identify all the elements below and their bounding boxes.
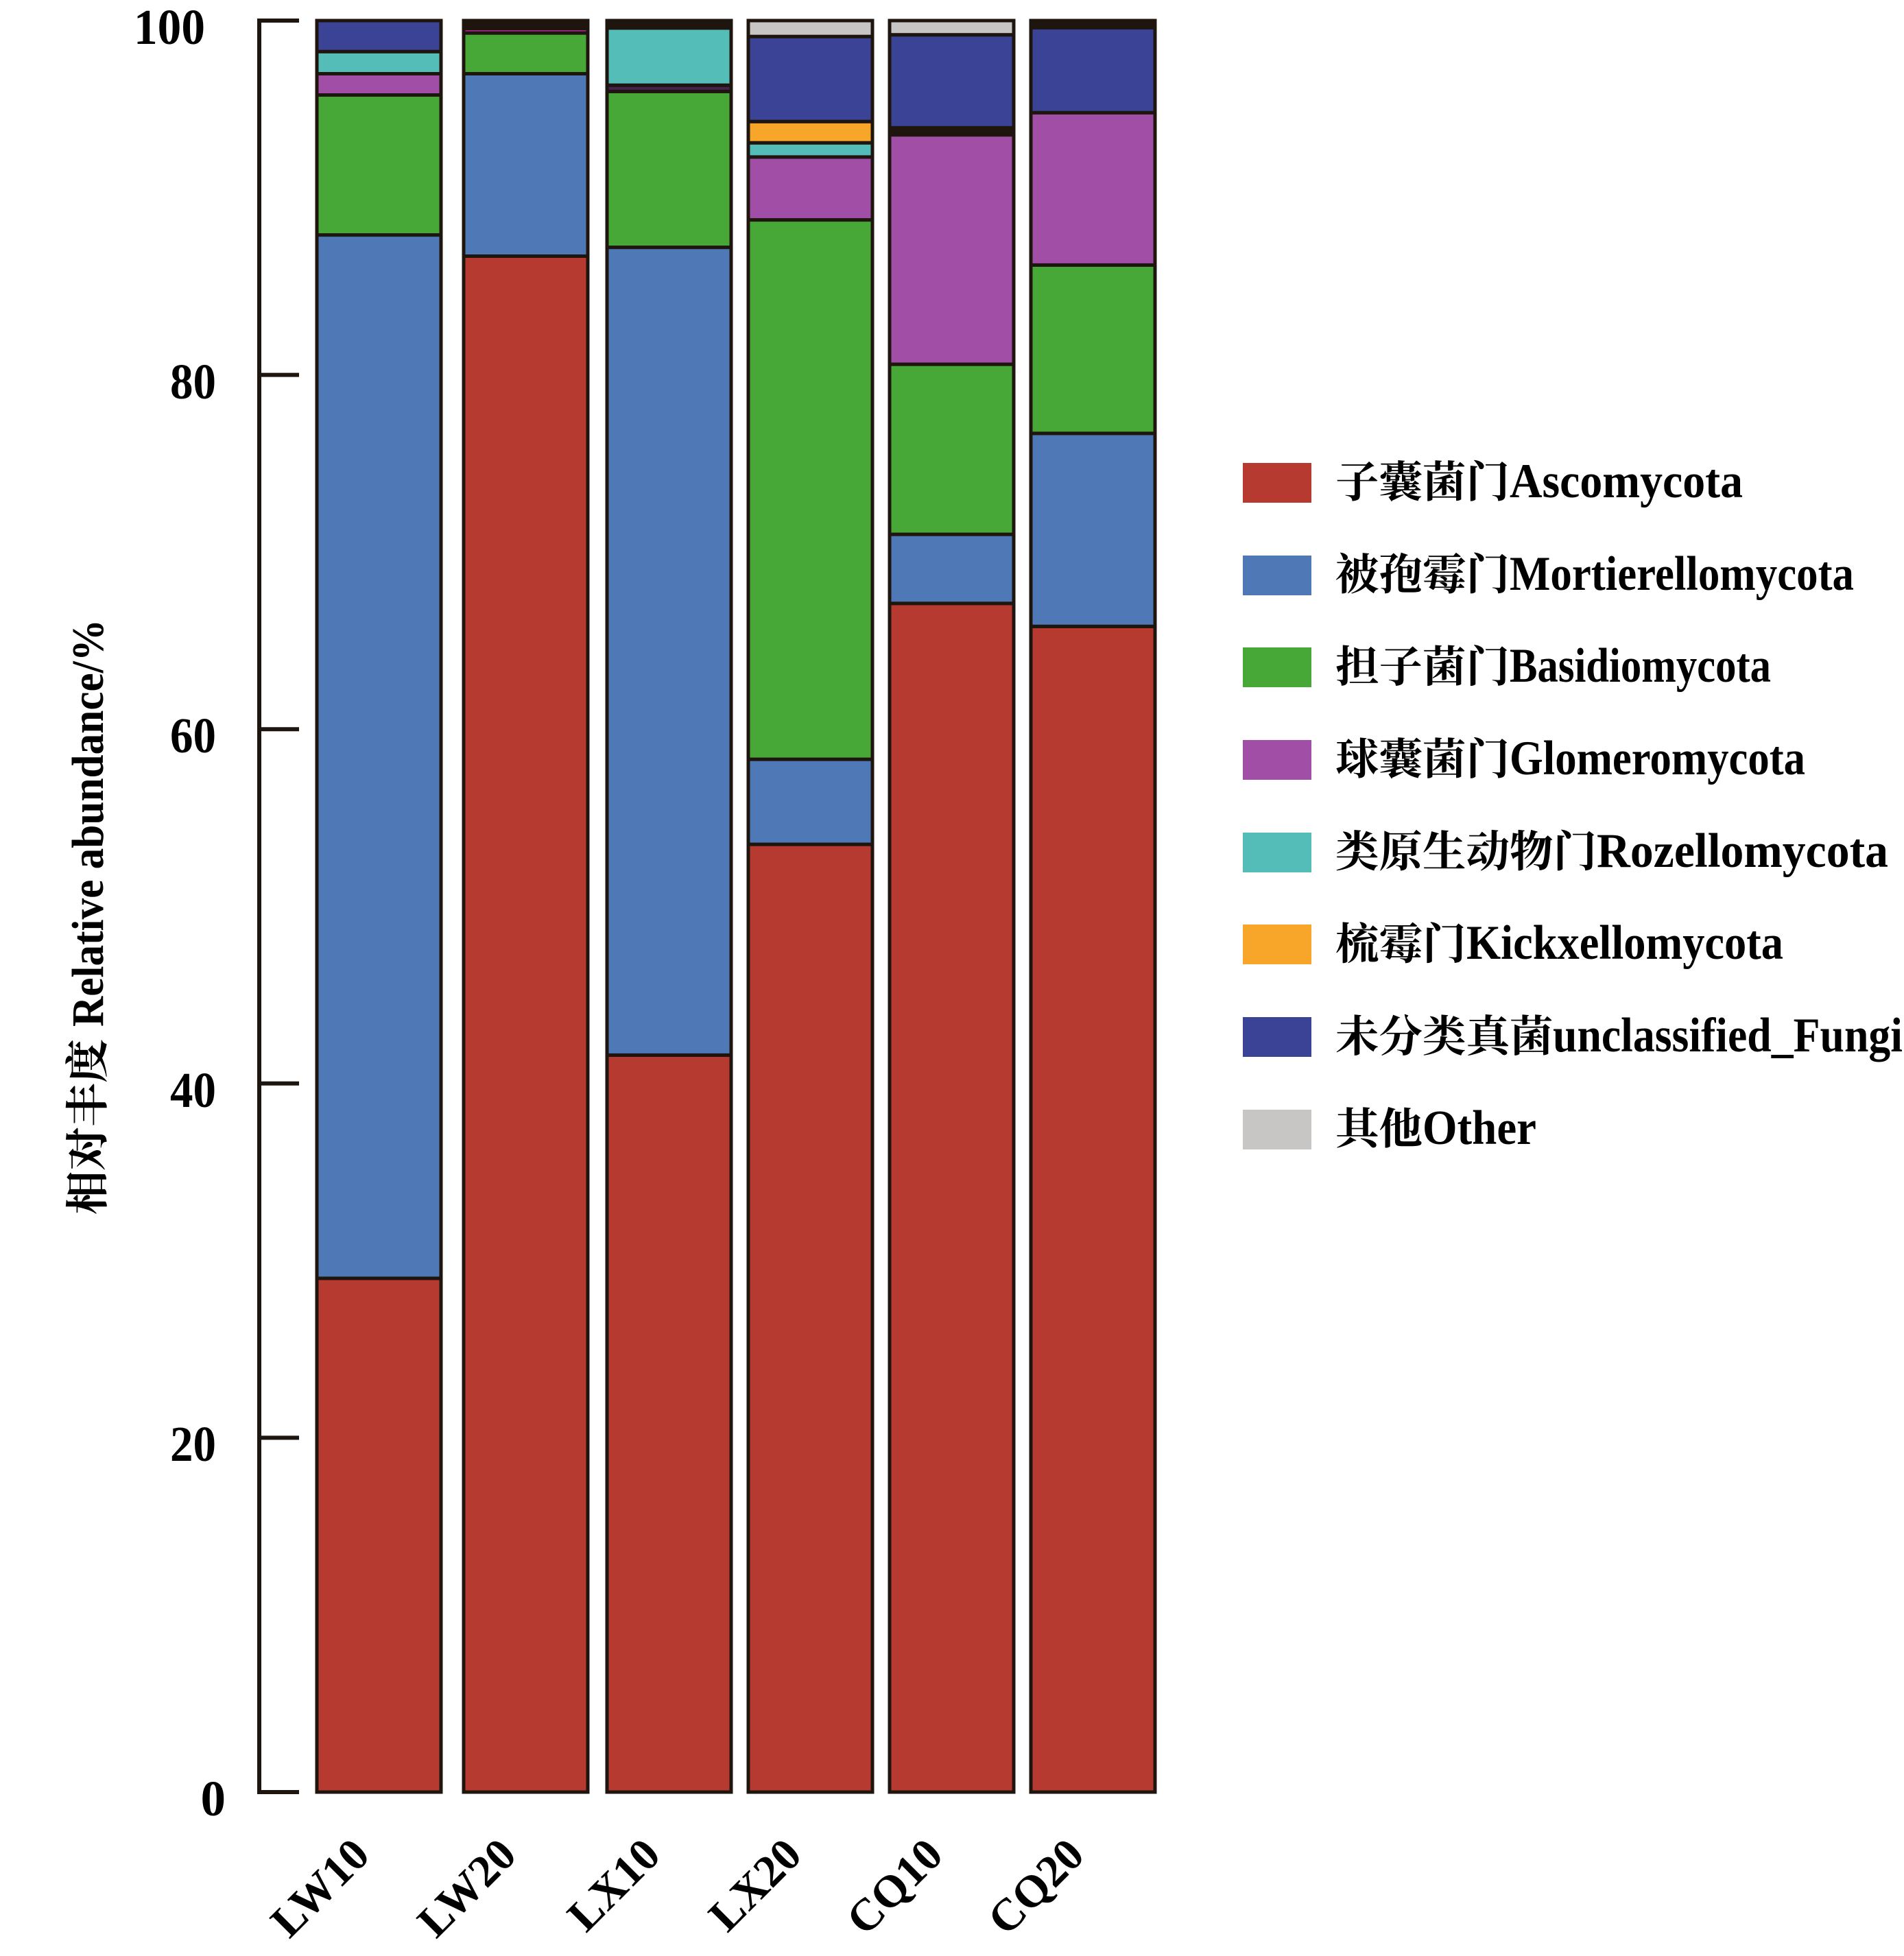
svg-text:60: 60 — [170, 708, 216, 763]
svg-text:Ascomycota: Ascomycota — [1510, 455, 1743, 508]
svg-text:Mortierellomycota: Mortierellomycota — [1510, 547, 1854, 601]
svg-text:Relative abundance/%: Relative abundance/% — [63, 619, 113, 1027]
svg-text:0: 0 — [201, 1771, 226, 1826]
svg-text:Kickxellomycota: Kickxellomycota — [1466, 916, 1783, 970]
svg-text:20: 20 — [170, 1416, 216, 1472]
svg-text:unclassified_Fungi: unclassified_Fungi — [1553, 1009, 1903, 1062]
svg-text:40: 40 — [170, 1062, 216, 1118]
svg-text:100: 100 — [134, 0, 205, 55]
svg-text:Rozellomycota: Rozellomycota — [1597, 824, 1888, 878]
svg-text:Basidiomycota: Basidiomycota — [1510, 639, 1771, 693]
svg-text:80: 80 — [170, 354, 216, 409]
svg-text:Other: Other — [1423, 1101, 1536, 1155]
svg-text:Glomeromycota: Glomeromycota — [1510, 732, 1805, 785]
